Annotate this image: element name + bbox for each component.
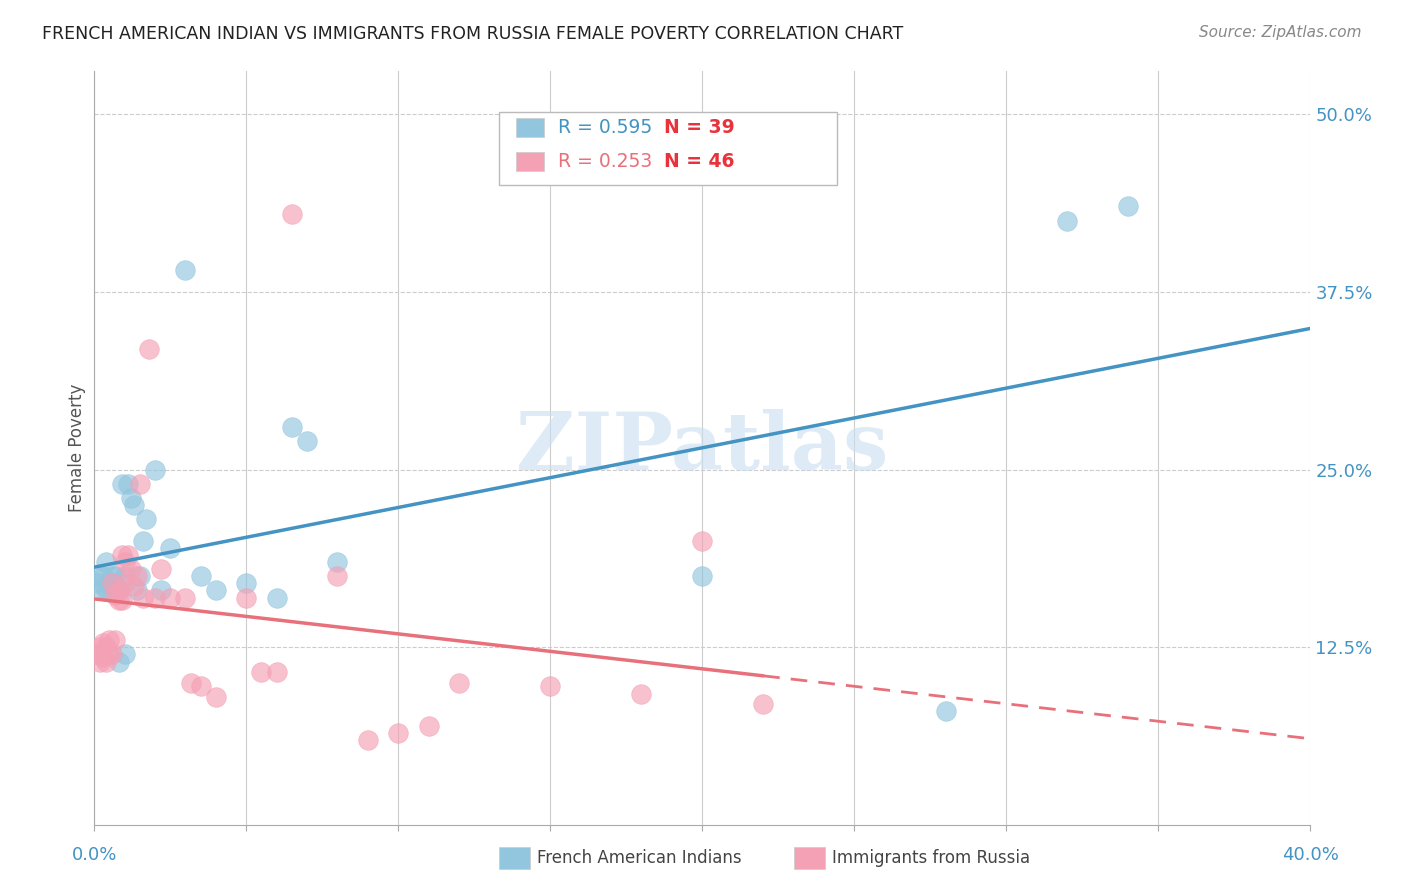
Point <box>98 648 121 662</box>
Point <box>96 583 118 598</box>
Point <box>125 569 148 583</box>
Point <box>107 655 129 669</box>
Point <box>190 569 212 583</box>
Point <box>114 576 136 591</box>
Point <box>143 462 166 476</box>
Point <box>150 583 173 598</box>
Point <box>250 665 273 679</box>
Point <box>104 579 127 593</box>
Point <box>138 342 160 356</box>
Point <box>122 498 145 512</box>
Point <box>125 583 148 598</box>
Point <box>132 591 155 605</box>
Point <box>128 569 150 583</box>
Point <box>117 548 139 562</box>
Text: FRENCH AMERICAN INDIAN VS IMMIGRANTS FROM RUSSIA FEMALE POVERTY CORRELATION CHAR: FRENCH AMERICAN INDIAN VS IMMIGRANTS FRO… <box>42 25 904 43</box>
Point <box>357 732 380 747</box>
Point <box>143 591 166 605</box>
Point <box>132 533 155 548</box>
Point <box>295 434 318 449</box>
Point <box>91 650 114 665</box>
Text: French American Indians: French American Indians <box>537 849 742 867</box>
Text: 0.0%: 0.0% <box>72 846 117 863</box>
Point <box>96 555 118 569</box>
Point <box>107 583 129 598</box>
Text: Source: ZipAtlas.com: Source: ZipAtlas.com <box>1198 25 1361 40</box>
Point <box>120 491 142 505</box>
Point <box>110 548 132 562</box>
Point <box>235 576 257 591</box>
Point <box>107 593 129 607</box>
Point <box>128 476 150 491</box>
Point <box>159 591 181 605</box>
Point <box>690 533 713 548</box>
Point <box>101 569 124 583</box>
Point <box>101 576 124 591</box>
Point <box>122 579 145 593</box>
Y-axis label: Female Poverty: Female Poverty <box>67 384 86 512</box>
Point <box>690 569 713 583</box>
Point <box>117 476 139 491</box>
Point <box>326 569 349 583</box>
Point <box>326 555 349 569</box>
Point <box>96 655 118 669</box>
Point <box>114 555 136 569</box>
Point <box>91 569 114 583</box>
Point <box>387 725 409 739</box>
Point <box>98 633 121 648</box>
Point <box>235 591 257 605</box>
Point <box>110 593 132 607</box>
Point <box>630 687 652 701</box>
Point <box>205 583 228 598</box>
Text: Immigrants from Russia: Immigrants from Russia <box>832 849 1031 867</box>
Point <box>266 665 288 679</box>
Point <box>114 569 136 583</box>
Point <box>205 690 228 705</box>
Point <box>120 562 142 576</box>
Point <box>266 591 288 605</box>
Point <box>174 263 197 277</box>
Point <box>114 648 136 662</box>
Point <box>1116 199 1139 213</box>
Text: N = 46: N = 46 <box>664 152 734 171</box>
Point <box>89 569 111 583</box>
Text: N = 39: N = 39 <box>664 118 734 137</box>
Point <box>86 648 108 662</box>
Point <box>96 640 118 655</box>
Point <box>101 576 124 591</box>
Point <box>86 576 108 591</box>
Point <box>174 591 197 605</box>
Point <box>159 541 181 555</box>
Point <box>934 704 956 718</box>
Point <box>447 676 470 690</box>
Point <box>89 640 111 655</box>
Point <box>98 583 121 598</box>
Point <box>281 206 304 220</box>
Text: ZIPatlas: ZIPatlas <box>516 409 889 487</box>
Point <box>91 583 114 598</box>
Point <box>104 588 127 602</box>
Text: R = 0.253: R = 0.253 <box>558 152 652 171</box>
Point <box>135 512 157 526</box>
Point <box>538 679 561 693</box>
Point <box>98 576 121 591</box>
Point <box>281 420 304 434</box>
Point <box>150 562 173 576</box>
Point <box>107 583 129 598</box>
Point <box>91 636 114 650</box>
Text: R = 0.595: R = 0.595 <box>558 118 652 137</box>
Point <box>752 697 775 711</box>
Point <box>180 676 202 690</box>
Point <box>190 679 212 693</box>
Point <box>1056 213 1078 227</box>
Point <box>104 633 127 648</box>
Point <box>104 569 127 583</box>
Point <box>110 476 132 491</box>
Point <box>101 648 124 662</box>
Text: 40.0%: 40.0% <box>1282 846 1339 863</box>
Point <box>89 655 111 669</box>
Point <box>418 718 440 732</box>
